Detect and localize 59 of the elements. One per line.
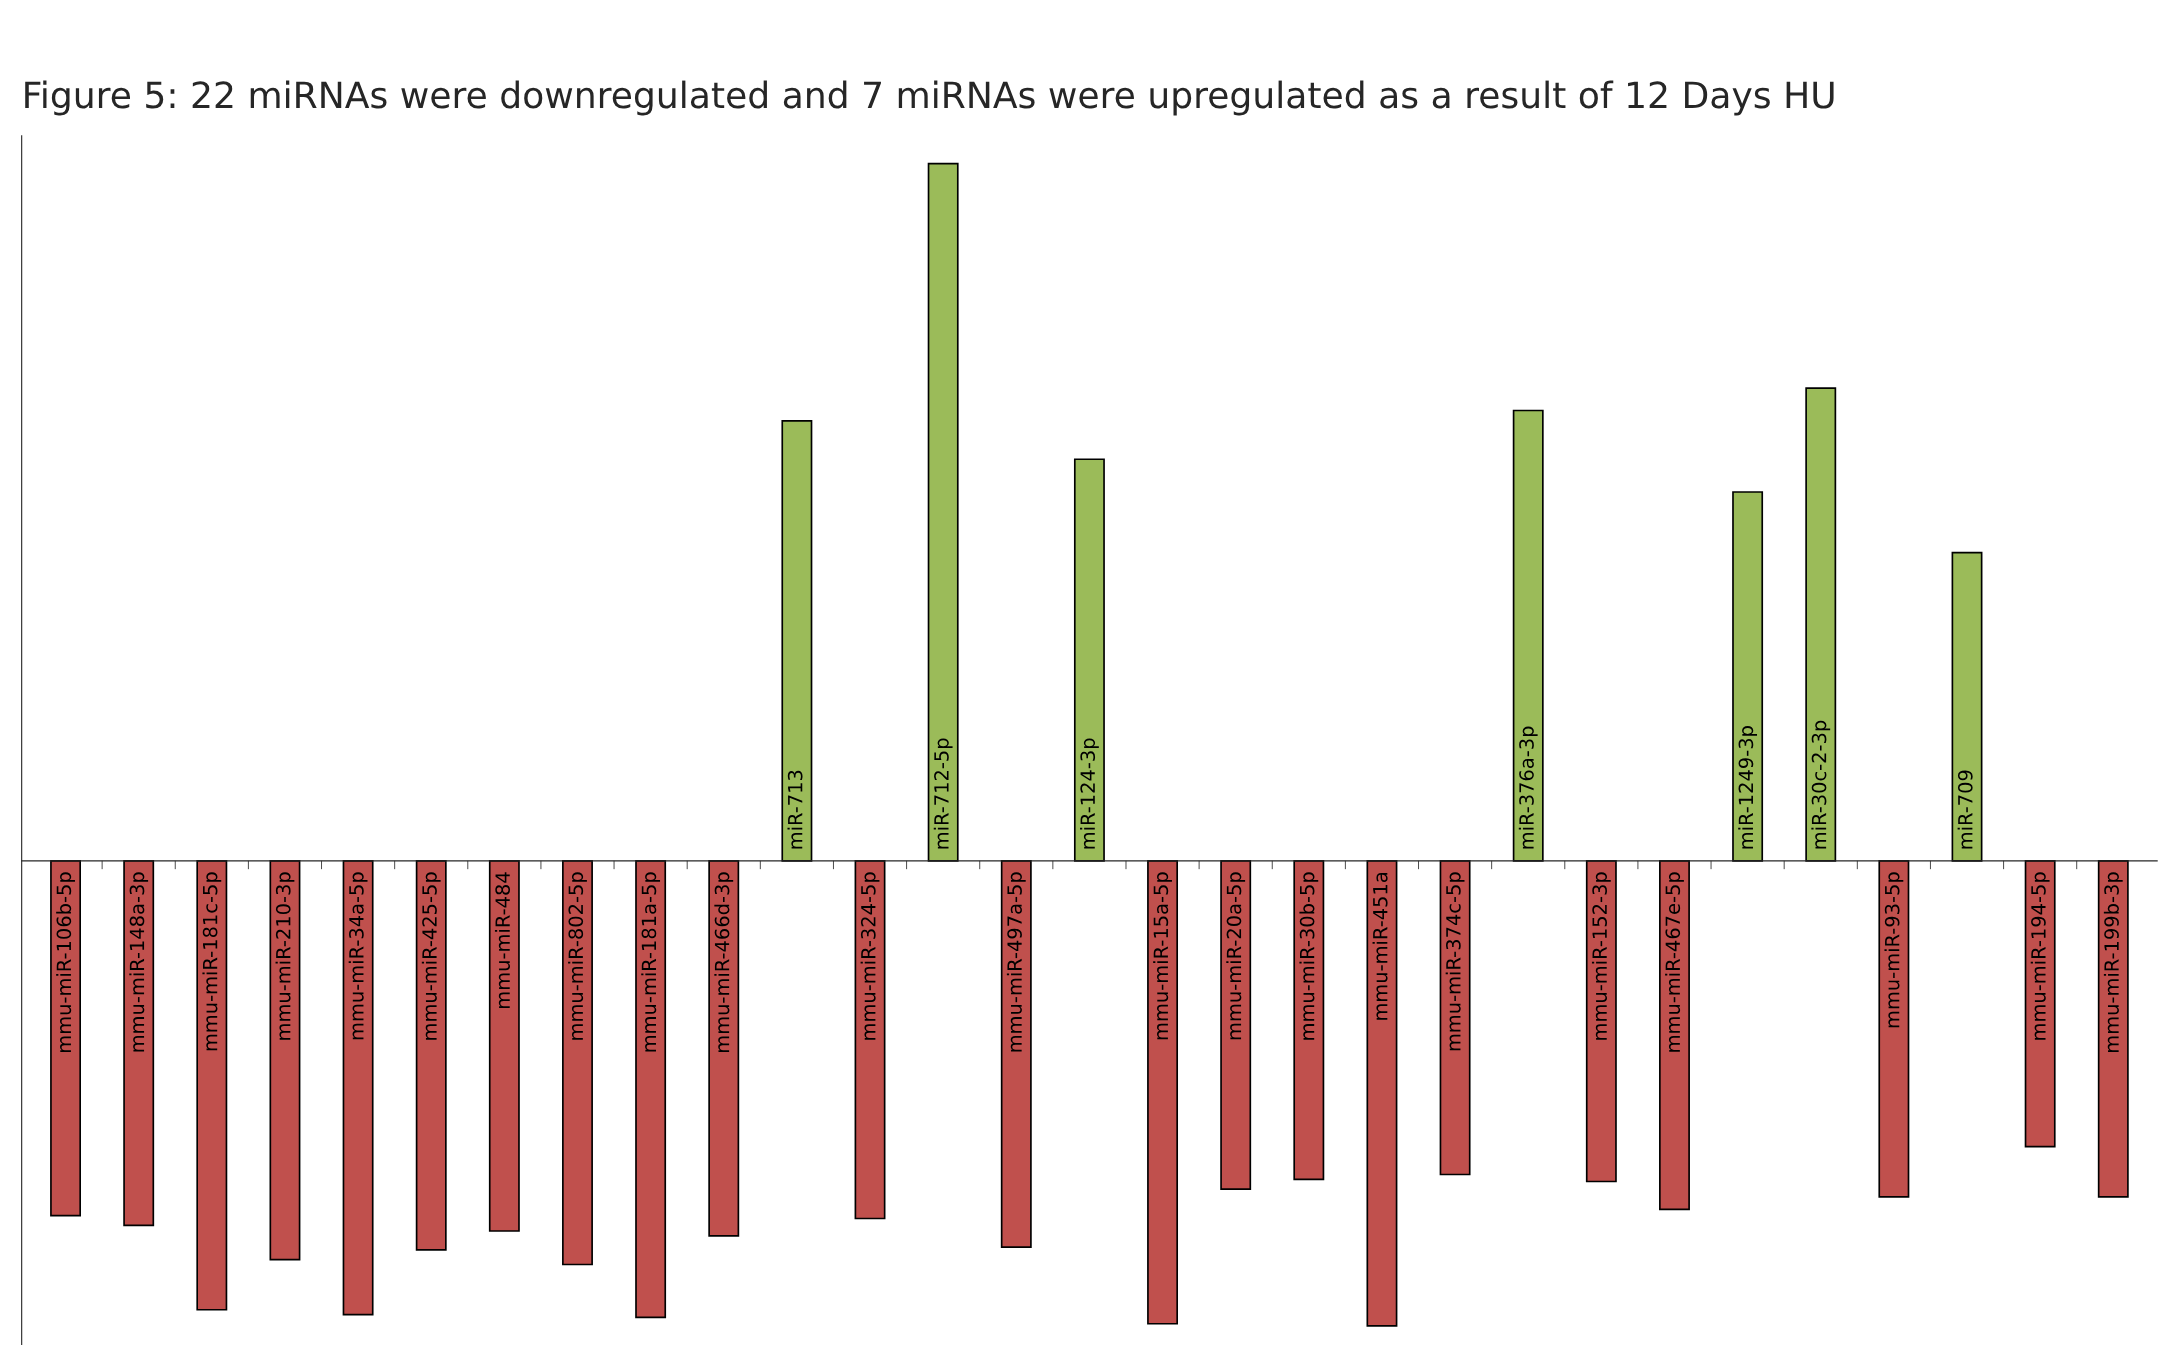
x-tick-label: miR-709: [1957, 770, 1973, 849]
x-tick-label: mmu-miR-467e-5p: [1665, 872, 1684, 1052]
bar: [1732, 491, 1764, 862]
x-tick-label: mmu-miR-181c-5p: [202, 872, 222, 1051]
x-tick-label: miR-124-3p: [1080, 738, 1099, 849]
bar: [1512, 409, 1544, 862]
bar: [269, 859, 301, 1261]
x-tick-label: mmu-miR-15a-5p: [1153, 872, 1172, 1040]
bar: [196, 859, 228, 1311]
bar: [1659, 859, 1690, 1211]
bar: [1293, 859, 1325, 1181]
x-tick-label: mmu-miR-30b-5p: [1299, 872, 1319, 1040]
bar: [50, 859, 82, 1217]
bar: [1951, 551, 1983, 862]
x-tick-label: mmu-miR-466d-3p: [714, 872, 734, 1053]
x-tick-label: mmu-miR-374c-5p: [1445, 872, 1465, 1051]
x-tick-label: mmu-miR-20a-5p: [1226, 872, 1246, 1040]
x-tick-label: mmu-miR-210-3p: [275, 872, 295, 1040]
bar: [2024, 859, 2056, 1148]
bar: [1000, 859, 1032, 1248]
bar: [342, 859, 374, 1316]
x-tick-label: mmu-miR-152-3p: [1591, 872, 1611, 1040]
bar: [562, 859, 593, 1266]
x-tick-label: mmu-miR-425-5p: [421, 872, 441, 1040]
bar: [1073, 458, 1105, 862]
bar: [1878, 859, 1910, 1198]
bar: [708, 859, 740, 1237]
bar: [123, 859, 155, 1227]
bar: [415, 859, 447, 1251]
x-tick-label: mmu-miR-484: [494, 872, 510, 1008]
x-tick-label: mmu-miR-34a-5p: [348, 872, 368, 1040]
x-tick-label: miR-712-5p: [933, 738, 953, 849]
x-tick-label: mmu-miR-181a-5p: [641, 872, 661, 1052]
bar: [1220, 859, 1252, 1191]
chart-title: Figure 5: 22 miRNAs were downregulated and 7 miRNAs were upregulated as a result of 12 Days HU: [25, 80, 1834, 116]
bar: [1439, 859, 1471, 1176]
x-tick-label: mmu-miR-451a: [1372, 873, 1388, 1020]
x-tick-label: mmu-miR-324-5p: [860, 872, 880, 1040]
x-tick-label: mmu-miR-148a-3p: [129, 872, 149, 1052]
bar: [635, 859, 667, 1319]
x-tick-label: miR-713: [787, 770, 803, 849]
bar: [1147, 859, 1179, 1325]
x-tick-label: miR-1249-3p: [1738, 726, 1758, 849]
x-tick-label: miR-376a-3p: [1518, 726, 1538, 849]
x-tick-label: mmu-miR-802-5p: [568, 872, 587, 1040]
bar: [1805, 387, 1837, 862]
bar: [2097, 859, 2129, 1198]
bar: [854, 859, 886, 1220]
x-tick-label: mmu-miR-93-5p: [1884, 872, 1904, 1028]
x-tick-label: miR-30c-2-3p: [1811, 720, 1831, 849]
x-tick-label: mmu-miR-497a-5p: [1006, 872, 1026, 1052]
x-tick-label: mmu-miR-199b-3p: [2103, 872, 2123, 1053]
x-tick-label: mmu-miR-194-5p: [2030, 872, 2050, 1040]
bar: [1366, 859, 1398, 1327]
bar: [927, 162, 959, 862]
x-tick-label: mmu-miR-106b-5p: [56, 872, 75, 1053]
bar: [488, 859, 520, 1232]
bar: [1585, 859, 1617, 1183]
bar: [781, 420, 813, 862]
